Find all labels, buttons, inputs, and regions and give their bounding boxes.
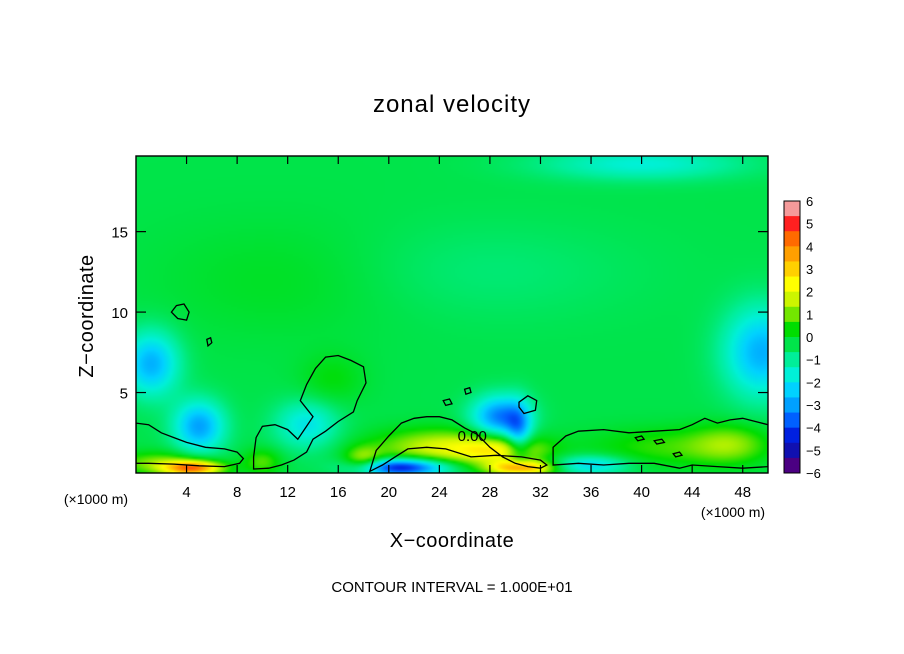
- colorbar-segment: [784, 457, 800, 474]
- y-axis-label: Z−coordinate: [76, 254, 98, 377]
- x-tick-label: 28: [482, 484, 499, 501]
- x-unit-label-right: (×1000 m): [701, 504, 765, 520]
- colorbar-label: 4: [806, 239, 813, 254]
- colorbar-frame: [783, 200, 801, 474]
- colorbar-segment: [784, 397, 800, 413]
- x-tick-label: 40: [633, 484, 650, 501]
- y-tick-label: 5: [120, 386, 128, 403]
- colorbar-label: 0: [806, 330, 813, 345]
- chart-title: zonal velocity: [373, 91, 531, 118]
- contour-line-8: [518, 395, 538, 415]
- contour-line-10: [653, 438, 666, 445]
- contour-line-5: [206, 336, 213, 348]
- x-tick-label: 4: [182, 484, 190, 501]
- colorbar-segment: [784, 246, 800, 262]
- colorbar-segment: [784, 216, 800, 232]
- colorbar-segment: [784, 352, 800, 368]
- colorbar-segment: [784, 382, 800, 398]
- colorbar-label: −5: [806, 443, 821, 458]
- x-unit-label-left: (×1000 m): [64, 491, 128, 507]
- colorbar-segment: [784, 306, 800, 323]
- zero-contour-lines: [136, 303, 768, 473]
- x-tick-label: 24: [431, 484, 448, 501]
- y-tick-label: 10: [111, 305, 128, 322]
- colorbar-label: 3: [806, 262, 813, 277]
- x-tick-label: 20: [380, 484, 397, 501]
- x-tick-label: 8: [233, 484, 241, 501]
- plot-area: 0.00: [135, 155, 769, 474]
- colorbar-label: −1: [806, 353, 821, 368]
- colorbar-segment: [784, 201, 800, 217]
- colorbar-segment: [784, 337, 800, 353]
- contour-line-2: [368, 416, 549, 473]
- contour-line-0: [136, 422, 245, 468]
- colorbar-label: 5: [806, 217, 813, 232]
- contour-line-11: [672, 451, 684, 458]
- colorbar-segment: [784, 412, 800, 429]
- x-axis-label: X−coordinate: [390, 530, 514, 552]
- colorbar: 6 5 4 3 2 1 0 −1 −2 −3 −4 −5 −6: [783, 194, 821, 481]
- contour-value-label: 0.00: [458, 428, 487, 445]
- colorbar-label: 6: [806, 194, 813, 209]
- contour-line-6: [442, 398, 453, 407]
- contour-line-4: [170, 303, 190, 321]
- colorbar-segment: [784, 367, 800, 383]
- x-axis-ticks: 4 8 12 16 20 24 28 32 36 40 44 48: [182, 156, 751, 501]
- colorbar-segment: [784, 261, 800, 277]
- colorbar-label: −2: [806, 375, 821, 390]
- x-tick-label: 16: [330, 484, 347, 501]
- plot-frame: [135, 155, 769, 474]
- x-tick-label: 36: [583, 484, 600, 501]
- x-tick-label: 44: [684, 484, 701, 501]
- colorbar-segment: [784, 321, 800, 338]
- contour-line-1: [252, 354, 367, 470]
- y-axis-ticks: 5 10 15: [111, 225, 768, 403]
- colorbar-label: −3: [806, 398, 821, 413]
- velocity-field-heatmap: [136, 156, 768, 473]
- colorbar-label: −6: [806, 466, 821, 481]
- colorbar-segment: [784, 231, 800, 247]
- contour-interval-note: CONTOUR INTERVAL = 1.000E+01: [331, 579, 572, 596]
- colorbar-segment: [784, 291, 800, 308]
- y-tick-label: 15: [111, 225, 128, 242]
- x-tick-label: 32: [532, 484, 549, 501]
- colorbar-segment: [784, 442, 800, 459]
- x-tick-label: 12: [279, 484, 296, 501]
- colorbar-segment: [784, 427, 800, 444]
- contour-line-7: [463, 386, 472, 396]
- contour-line-9: [634, 435, 646, 442]
- contour-line-3: [552, 417, 768, 469]
- colorbar-label: 1: [806, 307, 813, 322]
- x-tick-label: 48: [734, 484, 751, 501]
- colorbar-label: −4: [806, 421, 821, 436]
- colorbar-label: 2: [806, 285, 813, 300]
- colorbar-segment: [784, 276, 800, 293]
